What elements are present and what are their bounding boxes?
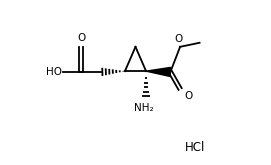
Text: O: O [174, 33, 183, 44]
Text: O: O [184, 91, 192, 101]
Text: HCl: HCl [185, 141, 206, 154]
Text: O: O [77, 33, 85, 43]
Text: NH₂: NH₂ [134, 103, 153, 113]
Polygon shape [146, 67, 170, 77]
Text: HO: HO [46, 67, 62, 77]
